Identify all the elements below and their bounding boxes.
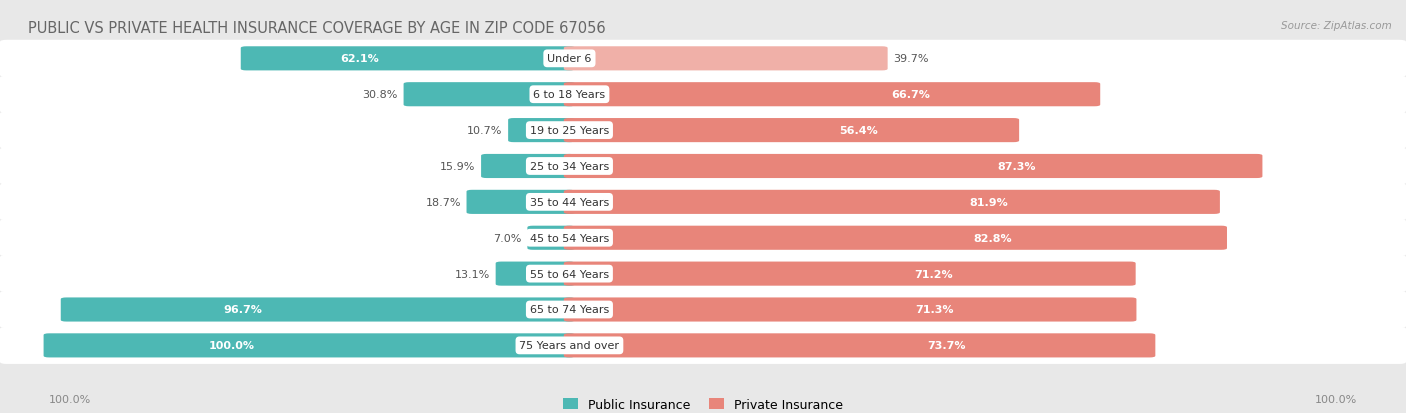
Text: 82.8%: 82.8% xyxy=(974,233,1012,243)
Text: Under 6: Under 6 xyxy=(547,54,592,64)
Text: 55 to 64 Years: 55 to 64 Years xyxy=(530,269,609,279)
Text: 13.1%: 13.1% xyxy=(454,269,491,279)
FancyBboxPatch shape xyxy=(564,262,1136,286)
Text: 35 to 44 Years: 35 to 44 Years xyxy=(530,197,609,207)
FancyBboxPatch shape xyxy=(60,298,575,322)
Text: 25 to 34 Years: 25 to 34 Years xyxy=(530,161,609,171)
FancyBboxPatch shape xyxy=(467,190,575,214)
Text: 100.0%: 100.0% xyxy=(208,341,254,351)
Text: 15.9%: 15.9% xyxy=(440,161,475,171)
FancyBboxPatch shape xyxy=(564,334,1156,358)
FancyBboxPatch shape xyxy=(496,262,575,286)
FancyBboxPatch shape xyxy=(0,148,1406,185)
FancyBboxPatch shape xyxy=(564,298,1136,322)
Text: 39.7%: 39.7% xyxy=(893,54,929,64)
FancyBboxPatch shape xyxy=(0,40,1406,78)
FancyBboxPatch shape xyxy=(564,47,887,71)
FancyBboxPatch shape xyxy=(0,184,1406,221)
Text: 45 to 54 Years: 45 to 54 Years xyxy=(530,233,609,243)
Text: 100.0%: 100.0% xyxy=(49,394,91,404)
FancyBboxPatch shape xyxy=(564,119,1019,143)
Text: 100.0%: 100.0% xyxy=(1315,394,1357,404)
Text: 71.3%: 71.3% xyxy=(915,305,953,315)
FancyBboxPatch shape xyxy=(0,220,1406,257)
Text: 87.3%: 87.3% xyxy=(997,161,1035,171)
Text: 73.7%: 73.7% xyxy=(928,341,966,351)
Text: 65 to 74 Years: 65 to 74 Years xyxy=(530,305,609,315)
Text: 6 to 18 Years: 6 to 18 Years xyxy=(533,90,606,100)
FancyBboxPatch shape xyxy=(564,190,1220,214)
Text: 7.0%: 7.0% xyxy=(494,233,522,243)
Text: 96.7%: 96.7% xyxy=(224,305,262,315)
Text: 66.7%: 66.7% xyxy=(891,90,931,100)
FancyBboxPatch shape xyxy=(0,76,1406,114)
Text: 18.7%: 18.7% xyxy=(426,197,461,207)
Text: 19 to 25 Years: 19 to 25 Years xyxy=(530,126,609,136)
FancyBboxPatch shape xyxy=(508,119,575,143)
FancyBboxPatch shape xyxy=(0,327,1406,364)
FancyBboxPatch shape xyxy=(564,83,1101,107)
FancyBboxPatch shape xyxy=(527,226,575,250)
Text: Source: ZipAtlas.com: Source: ZipAtlas.com xyxy=(1281,21,1392,31)
FancyBboxPatch shape xyxy=(481,154,575,178)
Text: PUBLIC VS PRIVATE HEALTH INSURANCE COVERAGE BY AGE IN ZIP CODE 67056: PUBLIC VS PRIVATE HEALTH INSURANCE COVER… xyxy=(28,21,606,36)
FancyBboxPatch shape xyxy=(240,47,575,71)
FancyBboxPatch shape xyxy=(404,83,575,107)
Text: 62.1%: 62.1% xyxy=(340,54,378,64)
Text: 75 Years and over: 75 Years and over xyxy=(519,341,620,351)
Text: 71.2%: 71.2% xyxy=(914,269,953,279)
FancyBboxPatch shape xyxy=(0,255,1406,292)
FancyBboxPatch shape xyxy=(44,334,575,358)
FancyBboxPatch shape xyxy=(0,291,1406,328)
FancyBboxPatch shape xyxy=(564,154,1263,178)
Text: 56.4%: 56.4% xyxy=(839,126,877,136)
FancyBboxPatch shape xyxy=(0,112,1406,150)
Text: 10.7%: 10.7% xyxy=(467,126,502,136)
Legend: Public Insurance, Private Insurance: Public Insurance, Private Insurance xyxy=(562,398,844,411)
Text: 30.8%: 30.8% xyxy=(363,90,398,100)
Text: 81.9%: 81.9% xyxy=(969,197,1008,207)
FancyBboxPatch shape xyxy=(564,226,1227,250)
